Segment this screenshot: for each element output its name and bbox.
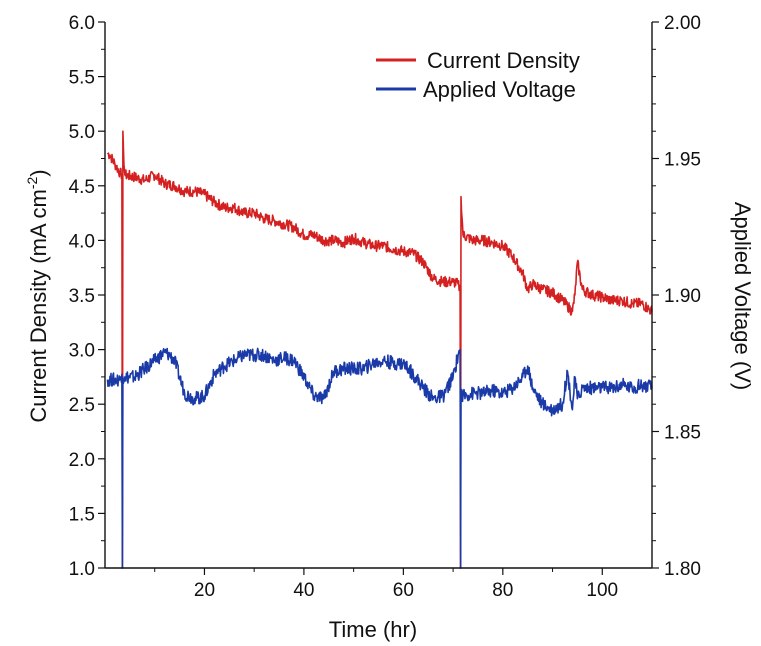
- axes-layer: 20 40 60 80 100 1.0 1.5 2.0 2.5 3.0 3.5 4.0 4.5 5.0 5.…: [69, 13, 701, 601]
- y-right-axis-title: Applied Voltage (V): [730, 202, 755, 390]
- y-left-tick-label: 3.0: [69, 341, 95, 362]
- x-axis-title: Time (hr): [329, 617, 417, 642]
- series-layer: [106, 130, 653, 569]
- y-left-tick-label: 2.5: [69, 395, 95, 416]
- y-left-axis-title-superscript: -2: [24, 176, 40, 189]
- legend: Current Density Applied Voltage: [376, 48, 580, 102]
- legend-label-applied-voltage: Applied Voltage: [423, 77, 576, 102]
- y-left-tick-label: 3.5: [69, 286, 95, 307]
- x-tick-label: 80: [492, 580, 513, 601]
- series-line-applied-voltage: [106, 347, 653, 569]
- y-right-tick-label: 1.90: [664, 286, 701, 307]
- y-left-tick-label: 1.5: [69, 504, 95, 525]
- y-right-tick-label: 2.00: [664, 13, 701, 34]
- x-tick-label: 40: [293, 580, 314, 601]
- y-left-tick-label: 2.0: [69, 450, 95, 471]
- y-left-tick-label: 5.5: [69, 68, 95, 89]
- y-left-tick-label: 5.0: [69, 122, 95, 143]
- y-left-tick-label: 6.0: [69, 13, 95, 34]
- series-line-current-density: [106, 130, 653, 569]
- y-left-tick-label: 1.0: [69, 559, 95, 580]
- legend-label-current-density: Current Density: [427, 48, 580, 73]
- y-right-tick-label: 1.80: [664, 559, 701, 580]
- x-tick-label: 60: [393, 580, 414, 601]
- y-left-tick-label: 4.5: [69, 177, 95, 198]
- y-left-axis-title: Current Density (mA cm-2): [24, 169, 51, 422]
- y-left-tick-label: 4.0: [69, 231, 95, 252]
- x-tick-label: 20: [194, 580, 215, 601]
- y-right-tick-label: 1.85: [664, 423, 701, 444]
- x-tick-label: 100: [586, 580, 618, 601]
- y-right-tick-label: 1.95: [664, 150, 701, 171]
